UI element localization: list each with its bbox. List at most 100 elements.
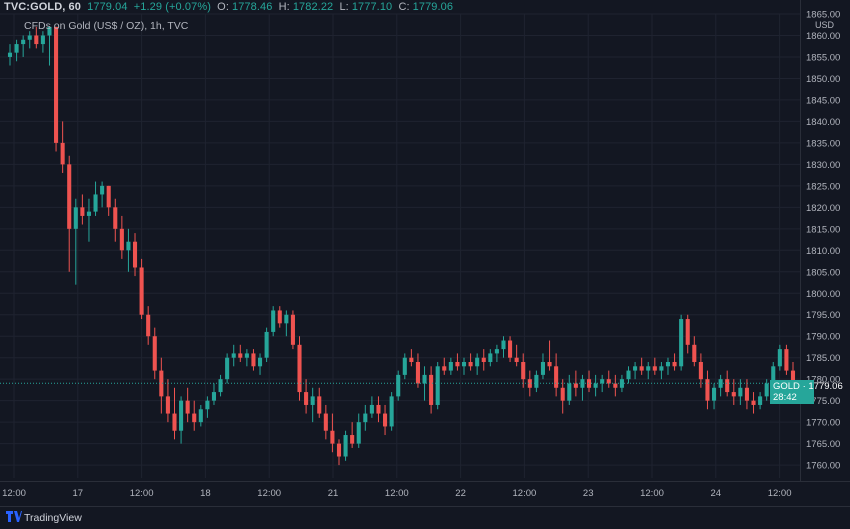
y-tick-label: 1835.00 — [806, 138, 840, 149]
candle — [567, 374, 572, 405]
candle-body — [277, 310, 282, 324]
candle-body — [521, 362, 526, 380]
currency-label: USD — [815, 20, 835, 30]
price-tag-countdown: 28:42 — [773, 392, 797, 403]
candle — [119, 215, 124, 259]
x-tick-label: 12:00 — [130, 488, 154, 499]
candle — [40, 31, 45, 53]
y-tick-label: 1770.00 — [806, 418, 840, 429]
candle — [540, 353, 546, 380]
candle — [106, 185, 111, 216]
candle — [639, 357, 644, 375]
candle-body — [383, 413, 388, 427]
candle-body — [494, 349, 499, 354]
candle — [672, 353, 677, 371]
candle-body — [54, 26, 59, 143]
candle — [356, 413, 361, 448]
y-tick-label: 1850.00 — [806, 74, 840, 85]
candle-body — [67, 164, 72, 229]
candle-body — [534, 374, 539, 388]
candle-body — [350, 435, 355, 444]
candle — [383, 404, 388, 436]
candle — [527, 370, 532, 397]
candle-body — [744, 387, 749, 401]
x-tick-label: 17 — [73, 488, 84, 499]
candle — [126, 228, 131, 272]
candle — [758, 392, 763, 410]
candle-body — [225, 357, 230, 380]
candle-body — [231, 353, 236, 358]
candle — [692, 336, 697, 367]
candle-body — [336, 443, 342, 457]
candle-body — [126, 241, 131, 251]
time-axis[interactable]: 12:00 17 12:00 18 12:00 21 12:00 22 12:00 23 12:00… — [2, 488, 791, 499]
candle-body — [264, 331, 269, 358]
tradingview-brand[interactable]: TradingView — [24, 512, 82, 524]
candle — [185, 387, 190, 423]
candle — [284, 310, 289, 337]
candle — [738, 379, 743, 405]
candle-body — [488, 353, 493, 362]
candle — [27, 31, 32, 49]
candle-body — [185, 400, 190, 414]
candle-body — [179, 400, 184, 431]
price-tag-price: 1779.06 — [808, 381, 843, 392]
candle — [659, 362, 664, 380]
candle-body — [448, 362, 453, 371]
price-change: +1.29 (+0.07%) — [133, 1, 212, 13]
open-label: O: — [217, 1, 229, 13]
candle-body — [481, 357, 486, 362]
candle — [646, 362, 651, 380]
candle-body — [132, 241, 138, 268]
candle-body — [758, 396, 763, 405]
candle-body — [731, 392, 736, 397]
x-tick-label: 12:00 — [513, 488, 537, 499]
candle — [369, 396, 374, 418]
candle-body — [205, 400, 210, 410]
candle-body — [573, 383, 578, 388]
candle-body — [402, 357, 407, 375]
y-tick-label: 1865.00 — [806, 10, 840, 21]
candle — [60, 121, 65, 173]
candle-body — [297, 344, 302, 393]
candle — [409, 349, 414, 367]
candle — [231, 344, 236, 367]
legend-header: TVC:GOLD, 60 1779.04 +1.29 (+0.07%) O: 17… — [4, 1, 456, 13]
candle-body — [257, 357, 263, 367]
candle — [494, 344, 499, 362]
candle — [573, 370, 578, 397]
candle — [422, 366, 427, 401]
x-tick-label: 24 — [711, 488, 722, 499]
candle-body — [586, 379, 592, 388]
candle-body — [751, 400, 756, 405]
candle-body — [547, 362, 552, 367]
candle — [363, 404, 368, 431]
candle — [600, 374, 605, 393]
candle-body — [369, 404, 374, 414]
candle-body — [356, 422, 361, 444]
candle-body — [330, 430, 335, 444]
candle — [238, 344, 243, 362]
price-axis[interactable]: 1865.00 1860.00 1855.00 1850.00 1845.00 1840.… — [806, 10, 840, 472]
candle — [744, 379, 749, 410]
low-value: 1777.10 — [351, 1, 393, 13]
candle-body — [159, 370, 164, 397]
x-tick-label: 22 — [455, 488, 466, 499]
candle-body — [777, 349, 782, 367]
candle — [560, 379, 565, 414]
x-tick-label: 21 — [328, 488, 339, 499]
candle-body — [21, 39, 26, 45]
candle-body — [692, 344, 697, 362]
candle — [705, 370, 710, 410]
candle — [211, 383, 217, 405]
candle-body — [139, 267, 144, 315]
y-tick-label: 1830.00 — [806, 160, 840, 171]
candle-body — [698, 362, 703, 380]
candle-body — [679, 319, 684, 367]
candle — [323, 404, 328, 440]
tradingview-logo-icon[interactable] — [6, 511, 22, 525]
candle-body — [27, 35, 32, 40]
candle — [764, 379, 769, 401]
candle — [481, 349, 486, 371]
